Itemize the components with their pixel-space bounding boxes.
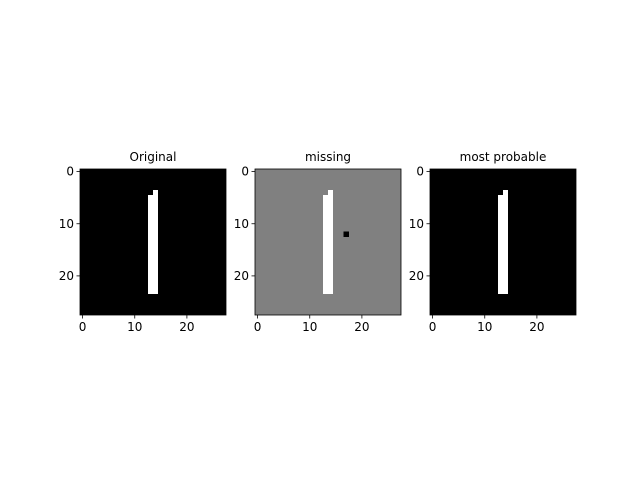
- y-tick-label: 20: [234, 269, 249, 283]
- y-tick-label: 10: [409, 217, 424, 231]
- y-tick-label: 10: [59, 217, 74, 231]
- x-tick-label: 20: [354, 320, 369, 334]
- panel-title: missing: [305, 150, 351, 164]
- white-pixel-block: [503, 189, 509, 196]
- x-tick-label: 0: [254, 320, 262, 334]
- y-tick-label: 0: [416, 165, 424, 179]
- y-tick-label: 20: [409, 269, 424, 283]
- plot-frame: [254, 168, 402, 316]
- x-axis-ticks: 0 10 20: [254, 315, 370, 334]
- plot-frame: [79, 168, 227, 316]
- x-axis-ticks: 0 10 20: [79, 315, 195, 334]
- x-tick-label: 10: [127, 320, 142, 334]
- image-pixels: [80, 169, 226, 315]
- y-tick-label: 20: [59, 269, 74, 283]
- x-tick-label: 20: [179, 320, 194, 334]
- panel-most-probable: most probable 0 10 20 0 10 20: [409, 150, 577, 334]
- y-tick-label: 0: [241, 165, 249, 179]
- x-tick-label: 0: [79, 320, 87, 334]
- white-pixel-block: [497, 195, 509, 295]
- panel-title: most probable: [460, 150, 547, 164]
- plot-frame: [429, 168, 577, 316]
- y-tick-label: 0: [66, 165, 74, 179]
- white-pixel-block: [147, 195, 159, 295]
- x-axis-ticks: 0 10 20: [429, 315, 545, 334]
- white-pixel-block: [328, 189, 334, 196]
- panel-missing: missing 0 10 20 0 10 20: [234, 150, 402, 334]
- x-tick-label: 10: [302, 320, 317, 334]
- x-tick-label: 0: [429, 320, 437, 334]
- y-tick-label: 10: [234, 217, 249, 231]
- image-pixels: [255, 169, 401, 315]
- black-pixel-block: [343, 231, 349, 237]
- white-pixel-block: [153, 189, 159, 196]
- panel-original: Original 0 10 20 0 10 20: [59, 150, 227, 334]
- image-pixels: [430, 169, 576, 315]
- white-pixel-block: [322, 195, 334, 295]
- x-tick-label: 10: [477, 320, 492, 334]
- y-axis-ticks: 0 10 20: [59, 165, 80, 283]
- y-axis-ticks: 0 10 20: [409, 165, 430, 283]
- x-tick-label: 20: [529, 320, 544, 334]
- y-axis-ticks: 0 10 20: [234, 165, 255, 283]
- panel-title: Original: [130, 150, 177, 164]
